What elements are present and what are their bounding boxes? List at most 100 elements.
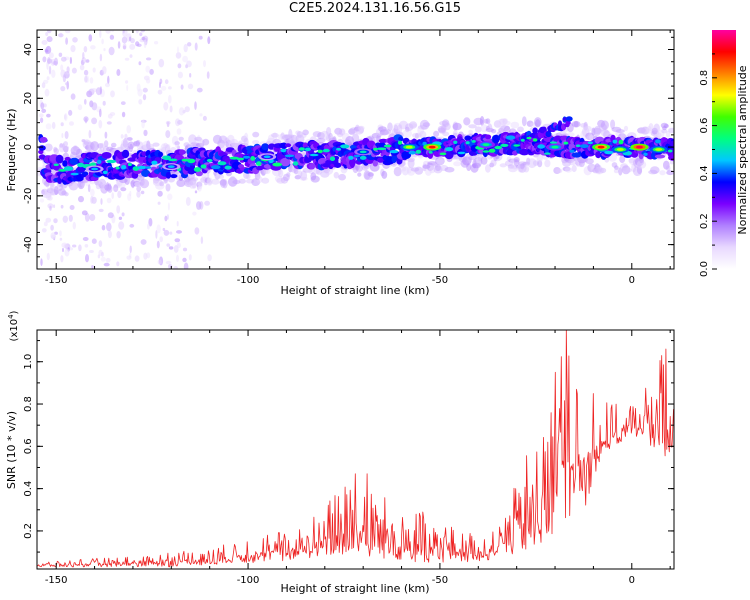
spectrogram-halo-blob [614,165,619,170]
spectrogram-mid-blob [389,150,399,154]
spectrogram-noise-blob [176,46,180,54]
spectrogram-noise-blob [145,65,150,73]
spectrogram-halo-blob [402,129,412,138]
spectrogram-halo-blob [665,131,671,138]
spectrogram-noise-blob [100,256,106,262]
spectrogram-halo-blob [468,155,477,161]
spectrogram-noise-blob [140,239,147,245]
x-tick-label: -100 [237,575,260,586]
spectrogram-halo-blob [381,170,388,179]
spectrogram-noise-blob [122,45,127,50]
spectrogram-halo-blob [261,177,270,184]
spectrogram-noise-blob [145,57,152,61]
spectrogram-noise-blob [82,237,89,241]
spectrogram-noise-blob [46,36,53,43]
spectrogram-mid-blob [537,144,546,149]
spectrogram-halo-blob [222,179,228,189]
spectrogram-noise-blob [60,86,66,92]
spectrogram-noise-blob [105,30,111,34]
spectrogram-halo-blob [256,176,263,184]
spectrogram-halo-blob [666,165,671,172]
spectrogram-halo-blob [566,132,575,138]
spectrogram-noise-blob [200,236,204,244]
spectrogram-hotspot-core [167,165,175,169]
spectrogram-halo-blob [599,167,607,174]
spectrogram-halo-blob [176,179,186,188]
colorbar-gradient [712,30,736,269]
spectrogram-noise-blob [163,229,170,236]
spectrogram-noise-blob [64,248,70,257]
spectrogram-ridge-blob [261,143,269,151]
spectrogram-noise-blob [194,42,198,51]
spectrogram-noise-blob [40,102,45,110]
spectrogram-halo-blob [409,121,418,129]
spectrogram-halo-blob [194,136,203,141]
spectrogram-branch-blob [545,131,552,138]
spectrogram-noise-blob [95,87,102,96]
spectrogram-ridge-blob [485,134,492,140]
spectrogram-y-axis: -40 -20 0 20 40 [23,36,674,270]
spectrogram-noise-blob [143,252,148,260]
spectrogram-mid-blob [193,167,201,172]
spectrogram-noise-blob [124,57,130,61]
spectrogram-mid-blob [200,164,207,169]
spectrogram-noise-blob [90,188,95,197]
spectrogram-halo-blob [544,159,551,168]
spectrogram-noise-blob [89,214,96,221]
spectrogram-mid-blob [494,145,503,150]
spectrogram-noise-blob [78,244,82,252]
spectrogram-ridge-blob [372,160,378,167]
spectrogram-mid-blob [505,135,516,140]
spectrogram-noise-blob [142,94,147,101]
y-tick-label: 0.8 [23,396,34,412]
spectrogram-ridge-blob [178,149,185,156]
spectrogram-halo-blob [487,123,493,133]
spectrogram-noise-blob [46,252,50,261]
spectrogram-halo-blob [419,130,427,139]
spectrogram-noise-blob [167,202,170,211]
spectrogram-x-label: Height of straight line (km) [280,284,429,297]
spectrogram-noise-blob [194,190,198,194]
spectrogram-noise-blob [45,32,49,36]
spectrogram-mid-blob [236,157,245,161]
spectrogram-noise-blob [176,242,181,249]
spectrogram-halo-blob [463,117,471,126]
spectrogram-noise-blob [129,54,133,58]
spectrogram-halo-blob [468,124,477,129]
spectrogram-mid-blob [158,164,163,168]
spectrogram-halo-blob [433,130,440,137]
spectrogram-noise-blob [99,53,103,62]
spectrogram-halo-blob [57,188,66,196]
spectrogram-halo-blob [286,172,291,178]
spectrogram-halo-blob [499,163,507,168]
snr-x-axis: -150 -100 -50 0 [45,330,671,586]
spectrogram-mid-blob [304,147,311,152]
spectrogram-halo-blob [387,122,393,132]
spectrogram-halo-blob [452,122,462,131]
spectrogram-noise-blob [198,35,203,40]
spectrogram-noise-blob [140,190,145,195]
snr-y-label: SNR (10 * v/v) [5,411,18,489]
spectrogram-noise-blob [186,60,192,68]
spectrogram-ridge-blob [39,136,48,143]
spectrogram-ridge-blob [101,152,112,159]
spectrogram-halo-blob [358,125,365,131]
spectrogram-mid-blob [106,159,117,164]
spectrogram-mid-blob [500,143,509,147]
spectrogram-mid-blob [329,156,336,161]
x-tick-label: 0 [629,275,635,286]
spectrogram-noise-blob [91,117,98,125]
spectrogram-noise-blob [68,109,73,116]
spectrogram-noise-blob [48,65,52,75]
spectrogram-noise-blob [91,102,98,111]
spectrogram-noise-blob [53,204,56,208]
spectrogram-noise-blob [106,121,112,125]
spectrogram-noise-blob [118,221,125,230]
spectrogram-noise-blob [83,58,86,63]
spectrogram-noise-blob [149,68,154,75]
spectrogram-noise-blob [102,66,107,75]
spectrogram-mid-blob [408,150,416,155]
spectrogram-halo-blob [435,158,444,166]
spectrogram-halo-blob [120,187,127,192]
spectrogram-y-label: Frequency (Hz) [5,109,18,192]
